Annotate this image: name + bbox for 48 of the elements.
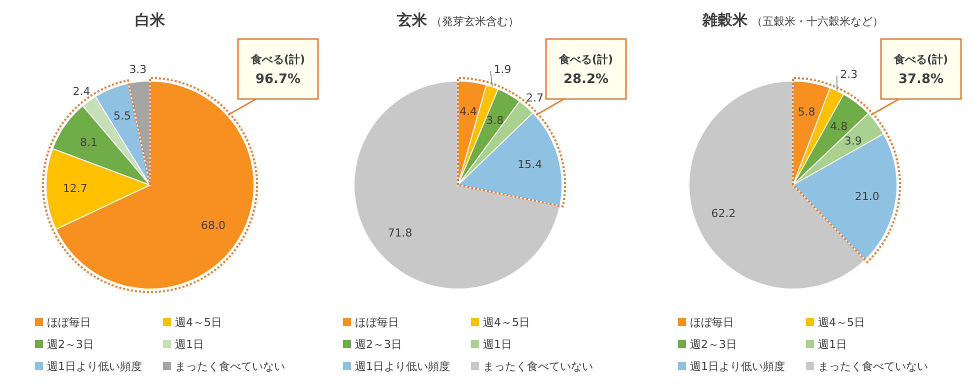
data-label: 5.5 xyxy=(113,109,131,122)
legend-label: 週1日 xyxy=(175,338,204,351)
legend-label: 週2～3日 xyxy=(47,338,94,351)
data-label: 21.0 xyxy=(854,190,880,203)
legend-label: ほぼ毎日 xyxy=(47,316,91,329)
chart-title: 白米 xyxy=(135,11,166,29)
text: 28.2% xyxy=(563,72,609,87)
legend-label: 週4～5日 xyxy=(483,316,530,329)
data-label: 12.7 xyxy=(62,182,88,196)
data-label: 2.4 xyxy=(72,84,90,98)
data-label: 71.8 xyxy=(388,226,412,240)
legend-label: 週1日より低い頻度 xyxy=(47,360,142,373)
text: 食べる(計) xyxy=(558,53,614,66)
legend-label: ほぼ毎日 xyxy=(355,316,399,329)
text: 食べる(計) xyxy=(892,53,948,66)
legend-label: 週1日より低い頻度 xyxy=(355,360,450,373)
legend-label: 週1日 xyxy=(483,338,512,351)
legend-label: まったく食べていない xyxy=(483,360,593,373)
legend-label: 週1日より低い頻度 xyxy=(690,360,785,373)
chart-subtitle: （五穀米・十六穀米など） xyxy=(752,15,884,28)
text: 37.8% xyxy=(898,72,944,87)
legend-label: 週1日 xyxy=(818,338,847,351)
data-label: 3.9 xyxy=(844,134,862,148)
data-label: 2.7 xyxy=(526,91,544,104)
legend-label: 週2～3日 xyxy=(690,338,737,351)
data-label: 68.0 xyxy=(200,219,226,232)
pie-slice xyxy=(354,80,560,290)
data-label: 15.4 xyxy=(518,158,542,172)
data-label: 8.1 xyxy=(80,136,98,149)
text: 96.7% xyxy=(255,72,301,87)
legend-label: ほぼ毎日 xyxy=(690,316,734,329)
legend-label: 週2～3日 xyxy=(355,338,402,351)
data-label: 2.3 xyxy=(840,68,858,81)
chart-title: 雑穀米 xyxy=(702,11,748,29)
legend-label: 週4～5日 xyxy=(818,316,865,329)
legend-label: 週4～5日 xyxy=(175,316,222,329)
data-label: 3.3 xyxy=(129,63,147,76)
text: 食べる(計) xyxy=(250,53,306,66)
data-label: 4.4 xyxy=(460,104,478,118)
data-label: 62.2 xyxy=(711,207,736,220)
legend-label: まったく食べていない xyxy=(175,360,285,373)
legend-label: まったく食べていない xyxy=(818,360,928,373)
data-label: 5.8 xyxy=(798,105,816,118)
chart-title: 玄米 xyxy=(396,11,428,29)
chart-subtitle: （発芽玄米含む） xyxy=(431,15,519,28)
data-label: 4.8 xyxy=(830,120,848,133)
data-label: 1.9 xyxy=(494,63,512,76)
data-label: 3.8 xyxy=(486,114,504,127)
